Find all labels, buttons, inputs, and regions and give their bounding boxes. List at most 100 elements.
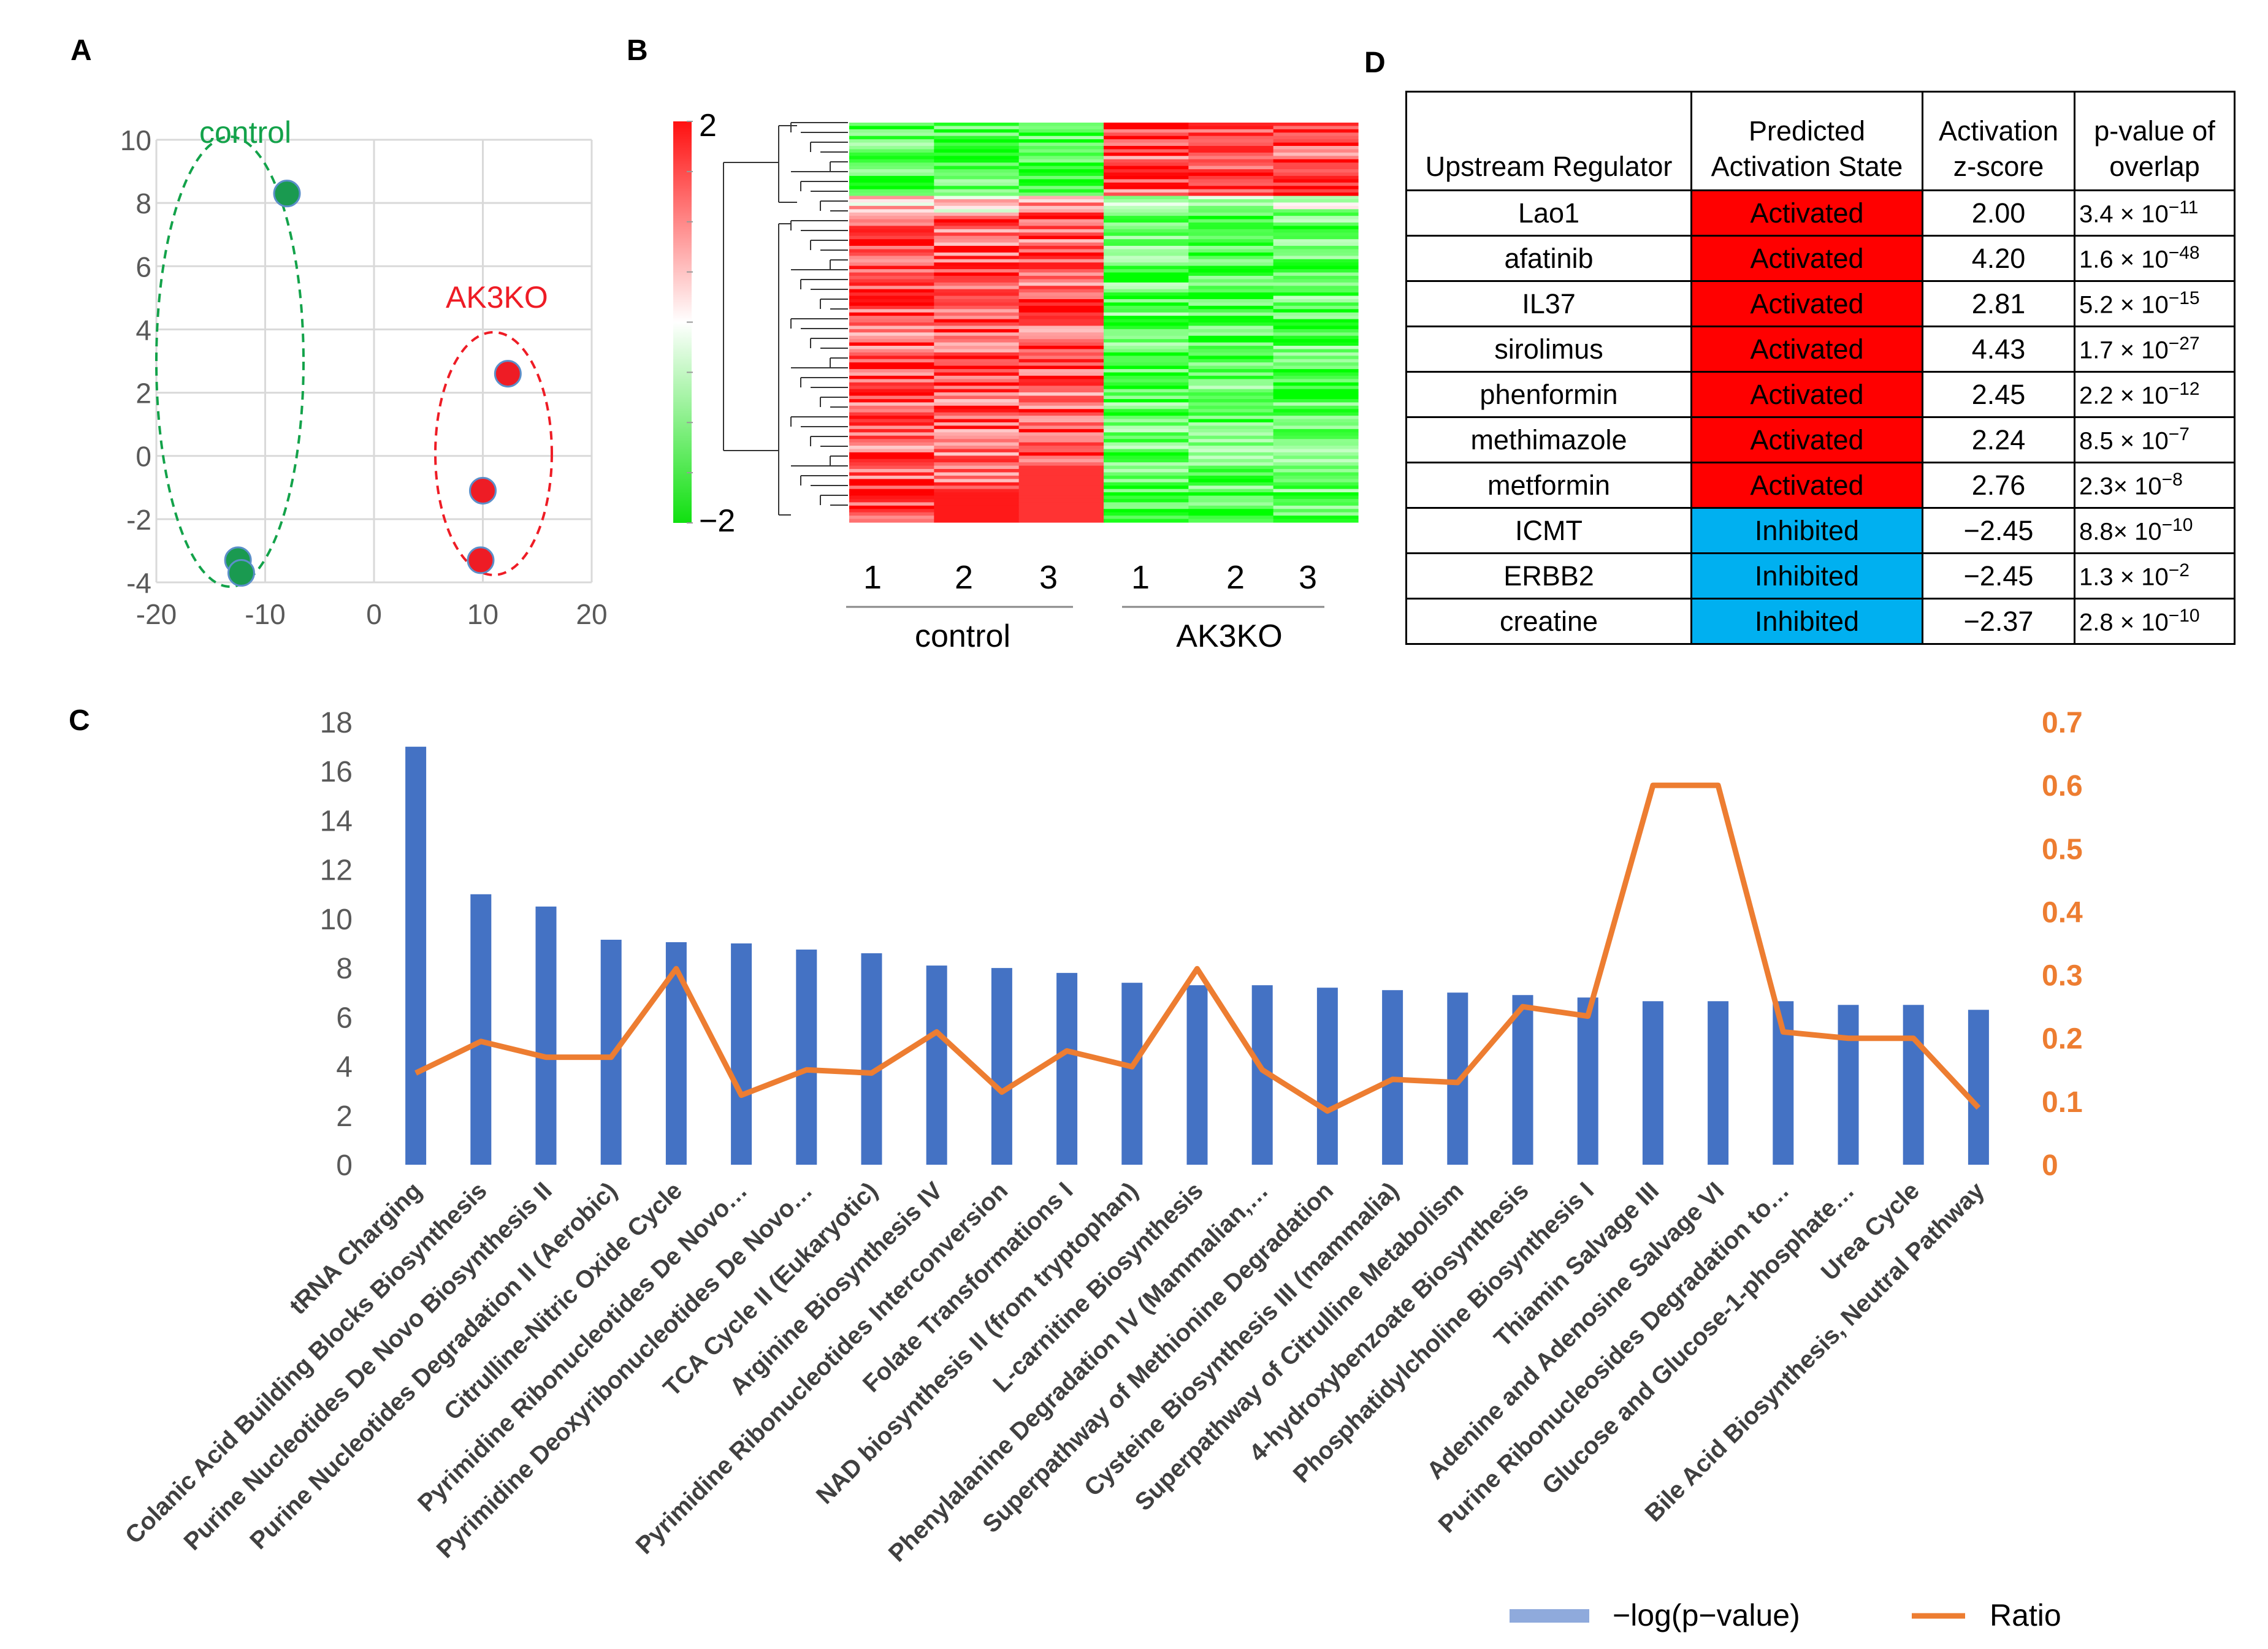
heatmap-cell (1273, 472, 1359, 476)
heatmap-cell (1104, 335, 1189, 340)
heatmap-cell (934, 189, 1020, 193)
heatmap-cell (1273, 519, 1359, 523)
heatmap-cell (1018, 509, 1104, 513)
heatmap-cell (1104, 242, 1189, 246)
heatmap-cell (934, 299, 1020, 303)
heatmap-cell (849, 186, 934, 190)
heatmap-cell (1018, 346, 1104, 350)
heatmap-cell (934, 152, 1020, 156)
heatmap-cell (934, 392, 1020, 397)
heatmap-cell (849, 519, 934, 523)
heatmap-cell (1018, 319, 1104, 323)
heatmap-cell (934, 132, 1020, 137)
heatmap-cell (849, 512, 934, 516)
heatmap-cell (1188, 286, 1274, 290)
heatmap-cell (1018, 172, 1104, 177)
heatmap-cell (1273, 196, 1359, 200)
heatmap-cell (849, 416, 934, 420)
heatmap-cell (1104, 339, 1189, 343)
heatmap-cell (849, 319, 934, 323)
heatmap-cell (1104, 446, 1189, 450)
heatmap-cell (1104, 129, 1189, 133)
p-value-exponent: −48 (2168, 243, 2200, 264)
heatmap-cell (1104, 312, 1189, 316)
x-tick-label: 10 (467, 598, 498, 630)
heatmap-cell (1018, 349, 1104, 353)
heatmap-cell (1104, 299, 1189, 303)
heatmap-cell (849, 252, 934, 256)
heatmap-cell (1273, 475, 1359, 479)
category-label: Superpathway of Citrulline Metabolism (1130, 1177, 1469, 1516)
heatmap-cell (1273, 369, 1359, 373)
heatmap-cell (934, 229, 1020, 233)
heatmap-cell (934, 172, 1020, 177)
heatmap-cell (1104, 262, 1189, 267)
heatmap-cell (1273, 269, 1359, 273)
heatmap-cell (1018, 402, 1104, 406)
heatmap-cell (849, 242, 934, 246)
heatmap-cell (1188, 425, 1274, 430)
header-state-line2: Activation State (1711, 151, 1903, 182)
heatmap-cell (1188, 335, 1274, 340)
heatmap-cell (1104, 409, 1189, 413)
heatmap-cell (1273, 272, 1359, 276)
p-value-exponent: −10 (2168, 606, 2200, 626)
heatmap-cell (1273, 239, 1359, 243)
heatmap-cell (849, 409, 934, 413)
heatmap-cell (1273, 252, 1359, 256)
heatmap-cell (1188, 412, 1274, 416)
heatmap-cell (934, 509, 1020, 513)
heatmap-cell (1188, 226, 1274, 230)
heatmap-cell (1188, 349, 1274, 353)
heatmap-cell (1018, 259, 1104, 263)
heatmap-cell (1188, 395, 1274, 400)
heatmap-cell (849, 462, 934, 467)
heatmap-cell (934, 346, 1020, 350)
category-label: Glucose and Glucose-1-phosphate… (1537, 1177, 1860, 1499)
heatmap-cell (934, 398, 1020, 403)
heatmap-cell (1188, 242, 1274, 246)
heatmap-cell (934, 186, 1020, 190)
heatmap-cell (1273, 439, 1359, 443)
heatmap-cell (1018, 299, 1104, 303)
heatmap-cell (1018, 465, 1104, 470)
heatmap-cell (849, 498, 934, 503)
heatmap-cell (849, 209, 934, 213)
control-group-label: control (199, 115, 291, 150)
heatmap-cell (1018, 196, 1104, 200)
heatmap-cell (1188, 199, 1274, 203)
heatmap-cell (934, 505, 1020, 509)
heatmap-cell (934, 422, 1020, 427)
heatmap-cell (1188, 149, 1274, 153)
heatmap-cell (1273, 479, 1359, 483)
heatmap-cell (1188, 502, 1274, 506)
heatmap-cell (1273, 289, 1359, 293)
heatmap-cell (1273, 256, 1359, 260)
heatmap-cell (1104, 412, 1189, 416)
heatmap-cell (1018, 186, 1104, 190)
heatmap-cell (849, 379, 934, 383)
heatmap-cell (849, 256, 934, 260)
heatmap-panel: 2 −2 1 2 3 1 2 3 control AK3KO (673, 108, 1359, 654)
ak3ko-group-ellipse (434, 331, 553, 576)
heatmap-cell (1104, 422, 1189, 427)
heatmap-cell (1188, 239, 1274, 243)
heatmap-cell (1104, 316, 1189, 320)
y-tick-label: -2 (126, 504, 151, 536)
heatmap-cell (849, 295, 934, 300)
heatmap-cell (849, 479, 934, 483)
heatmap-cell (1273, 179, 1359, 183)
heatmap-cell (934, 335, 1020, 340)
heatmap-cell (1273, 322, 1359, 327)
heatmap-cell (934, 196, 1020, 200)
heatmap-cell (934, 175, 1020, 180)
y-tick-label: 6 (136, 251, 151, 283)
heatmap-cell (1018, 359, 1104, 363)
heatmap-cell (1018, 132, 1104, 137)
heatmap-cell (934, 349, 1020, 353)
heatmap-cell (1104, 295, 1189, 300)
heatmap-cell (1188, 279, 1274, 283)
heatmap-cell (1018, 199, 1104, 203)
